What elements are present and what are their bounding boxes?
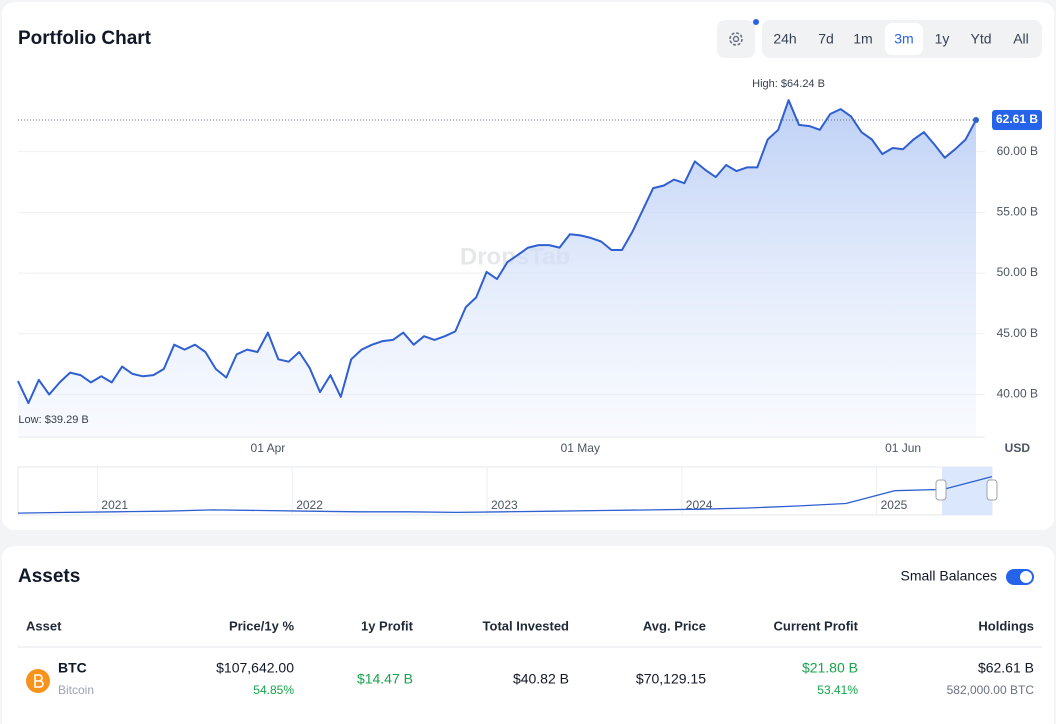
range-label: Ytd <box>970 31 991 47</box>
toggle-switch[interactable] <box>1006 569 1034 585</box>
range-label: All <box>1013 31 1029 47</box>
column-header: 1y Profit <box>361 618 414 633</box>
column-header: Total Invested <box>483 618 570 633</box>
navigator-label: 2023 <box>491 498 518 512</box>
cell-price: $107,642.00 <box>216 660 294 676</box>
y-tick-label: 40.00 B <box>997 387 1038 401</box>
range-button[interactable]: 1y <box>935 31 950 47</box>
navigator-chart: 2021 2022 2023 2024 2025 <box>17 466 998 516</box>
y-tick-label: 50.00 B <box>997 265 1038 279</box>
axis-unit: USD <box>1005 441 1031 455</box>
range-button[interactable]: 7d <box>818 31 834 47</box>
main-chart: DropsTab40.00 B45.00 B50.00 B55.00 B60.0… <box>17 78 1042 455</box>
range-label: 7d <box>818 31 834 47</box>
x-tick-label: 01 Apr <box>251 441 286 455</box>
range-button[interactable]: 24h <box>773 31 796 47</box>
coin-glyph <box>34 674 44 688</box>
settings-dot <box>753 19 759 25</box>
range-label: 1y <box>935 31 950 47</box>
navigator-selection <box>942 467 992 515</box>
cell-name: Bitcoin <box>58 683 94 697</box>
cell-avg-price: $70,129.15 <box>636 671 706 687</box>
navigator-label: 2022 <box>296 498 323 512</box>
chart-title: Portfolio Chart <box>18 28 152 49</box>
x-tick-label: 01 May <box>561 441 600 455</box>
gear-icon <box>729 32 743 46</box>
last-value-label: 62.61 B <box>996 112 1038 126</box>
range-label: 1m <box>853 31 872 47</box>
column-header: Holdings <box>978 618 1034 633</box>
last-point <box>973 116 979 123</box>
settings-bg <box>717 20 755 58</box>
x-tick-label: 01 Jun <box>885 441 921 455</box>
assets-table: Asset Price/1y % 1y Profit Total Invested Av… <box>18 618 1042 697</box>
last-value-box <box>992 109 1042 130</box>
y-tick-label: 60.00 B <box>997 144 1038 158</box>
cell-holdings-amount: 582,000.00 BTC <box>947 683 1035 697</box>
settings-button[interactable] <box>717 19 759 58</box>
line <box>17 475 993 514</box>
cell-symbol: BTC <box>58 660 87 676</box>
line <box>17 99 977 405</box>
cell-profit-1y: $14.47 B <box>357 671 413 687</box>
assets-title: Assets <box>18 566 80 587</box>
range-button[interactable]: 1m <box>853 31 872 47</box>
column-header: Current Profit <box>774 618 859 633</box>
cell-current-profit-pct: 53.41% <box>817 683 858 697</box>
range-label: 24h <box>773 31 796 47</box>
y-tick-label: 45.00 B <box>997 326 1038 340</box>
range-button[interactable]: Ytd <box>970 31 991 47</box>
range-active-bg <box>885 23 923 55</box>
navigator-label: 2025 <box>881 498 908 512</box>
cell-change: 54.85% <box>253 683 294 697</box>
navigator-label: 2021 <box>101 498 128 512</box>
cell-current-profit: $21.80 B <box>802 660 858 676</box>
high-label: High: $64.24 B <box>752 78 825 90</box>
toggle-label: Small Balances <box>901 568 998 584</box>
navigator-handle[interactable] <box>986 479 998 501</box>
cell-invested: $40.82 B <box>513 671 569 687</box>
cell-holdings: $62.61 B <box>978 660 1034 676</box>
column-header: Avg. Price <box>643 618 706 633</box>
y-tick-label: 55.00 B <box>997 205 1038 219</box>
assets-card <box>2 546 1054 724</box>
navigator-handle[interactable] <box>935 479 947 501</box>
toggle-knob <box>1020 571 1032 583</box>
navigator-frame <box>17 466 993 516</box>
range-button[interactable]: 3m <box>885 23 923 55</box>
range-label: 3m <box>894 31 913 47</box>
range-button[interactable]: All <box>1013 31 1029 47</box>
column-header: Price/1y % <box>229 618 294 633</box>
column-header: Asset <box>26 618 62 633</box>
range-buttons: 24h 7d 1m 3m 1y Ytd All <box>773 23 1029 55</box>
gear-center <box>732 35 740 43</box>
navigator-label: 2024 <box>686 498 713 512</box>
low-label: Low: $39.29 B <box>18 414 88 426</box>
